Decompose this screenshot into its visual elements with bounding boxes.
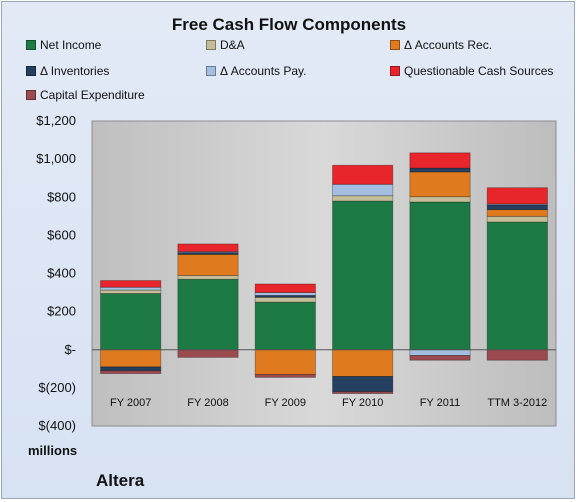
bar-segment <box>177 278 239 351</box>
y-tick-label: $600 <box>47 227 76 242</box>
bar-segment <box>100 293 162 351</box>
plot-area <box>91 120 557 427</box>
bar-segment <box>100 280 162 288</box>
y-tick-label: $200 <box>47 304 76 319</box>
bar-segment <box>177 254 239 276</box>
bar-segment <box>409 152 471 169</box>
legend-label: D&A <box>220 38 245 52</box>
x-tick-label: TTM 3-2012 <box>487 397 547 409</box>
bars-layer <box>100 152 548 394</box>
bar-segment <box>332 183 394 197</box>
bar-segment <box>409 355 471 361</box>
legend-item: Net Income <box>26 38 101 52</box>
bar-segment <box>332 164 394 185</box>
bar-segment <box>177 275 239 280</box>
bar-segment <box>409 167 471 173</box>
bar-segment <box>100 366 162 372</box>
bar-segment <box>332 195 394 202</box>
bar-segment <box>177 349 239 358</box>
y-tick-label: $1,200 <box>36 113 76 128</box>
legend-swatch-inventories <box>26 66 36 76</box>
y-tick-label: $(400) <box>38 418 76 433</box>
bar-segment <box>409 196 471 203</box>
legend-label: Capital Expenditure <box>40 88 145 102</box>
bar-segment <box>486 221 548 351</box>
legend-item: Δ Accounts Pay. <box>206 64 307 78</box>
legend-label: Δ Inventories <box>40 64 110 78</box>
y-unit-label: millions <box>28 443 78 458</box>
bar-segment <box>486 187 548 205</box>
legend-item: Δ Inventories <box>26 64 109 78</box>
chart-title: Free Cash Flow Components <box>171 15 407 34</box>
y-tick-label: $400 <box>47 266 76 281</box>
bar-segment <box>100 349 162 368</box>
y-tick-label: $(200) <box>38 380 76 395</box>
bar-segment <box>486 204 548 211</box>
legend-swatch-net-income <box>26 40 36 50</box>
company-label: Altera <box>96 471 145 490</box>
legend-swatch-accounts-rec <box>390 40 400 50</box>
bar-segment <box>332 200 394 351</box>
bar-segment <box>409 171 471 198</box>
bar-segment <box>409 349 471 356</box>
x-tick-label: FY 2007 <box>110 397 151 409</box>
bar-segment <box>254 374 316 378</box>
bar-segment <box>100 286 162 291</box>
x-tick-label: FY 2008 <box>187 397 228 409</box>
bar-segment <box>486 349 548 361</box>
bar-segment <box>254 292 316 296</box>
bar-segment <box>254 283 316 293</box>
x-axis: FY 2007 FY 2008 FY 2009 FY 2010 FY 2011 TTM 3… <box>110 397 547 409</box>
x-tick-label: FY 2010 <box>342 397 383 409</box>
y-tick-label: $1,000 <box>36 151 76 166</box>
bar-segment <box>486 215 548 223</box>
legend-label: Δ Accounts Pay. <box>220 64 307 78</box>
bar-segment <box>254 301 316 351</box>
bar-segment <box>100 289 162 294</box>
y-tick-label: $- <box>64 342 76 357</box>
bar-segment <box>332 376 394 393</box>
legend-label: Δ Accounts Rec. <box>404 38 493 52</box>
bar-segment <box>332 349 394 377</box>
bar-segment <box>177 243 239 252</box>
bar-segment <box>100 370 162 374</box>
x-tick-label: FY 2011 <box>420 397 461 409</box>
legend-item: D&A <box>206 38 245 52</box>
legend-swatch-questionable <box>390 66 400 76</box>
bar-segment <box>254 296 316 303</box>
y-axis: $(400) $(200) $- $200 $400 $600 $800 $1,000 $1,2… <box>36 113 76 433</box>
legend-item: Questionable Cash Sources <box>390 64 553 78</box>
bar-segment <box>486 209 548 217</box>
legend-swatch-da <box>206 40 216 50</box>
legend-swatch-capex <box>26 90 36 100</box>
bar-segment <box>254 349 316 375</box>
legend-label: Net Income <box>40 38 102 52</box>
x-tick-label: FY 2009 <box>265 397 306 409</box>
bar-segment <box>332 391 394 394</box>
legend-label: Questionable Cash Sources <box>404 64 554 78</box>
bar-segment <box>409 201 471 351</box>
y-tick-label: $800 <box>47 189 76 204</box>
legend-swatch-accounts-pay <box>206 66 216 76</box>
legend-item: Δ Accounts Rec. <box>390 38 492 52</box>
legend-item: Capital Expenditure <box>26 88 145 102</box>
